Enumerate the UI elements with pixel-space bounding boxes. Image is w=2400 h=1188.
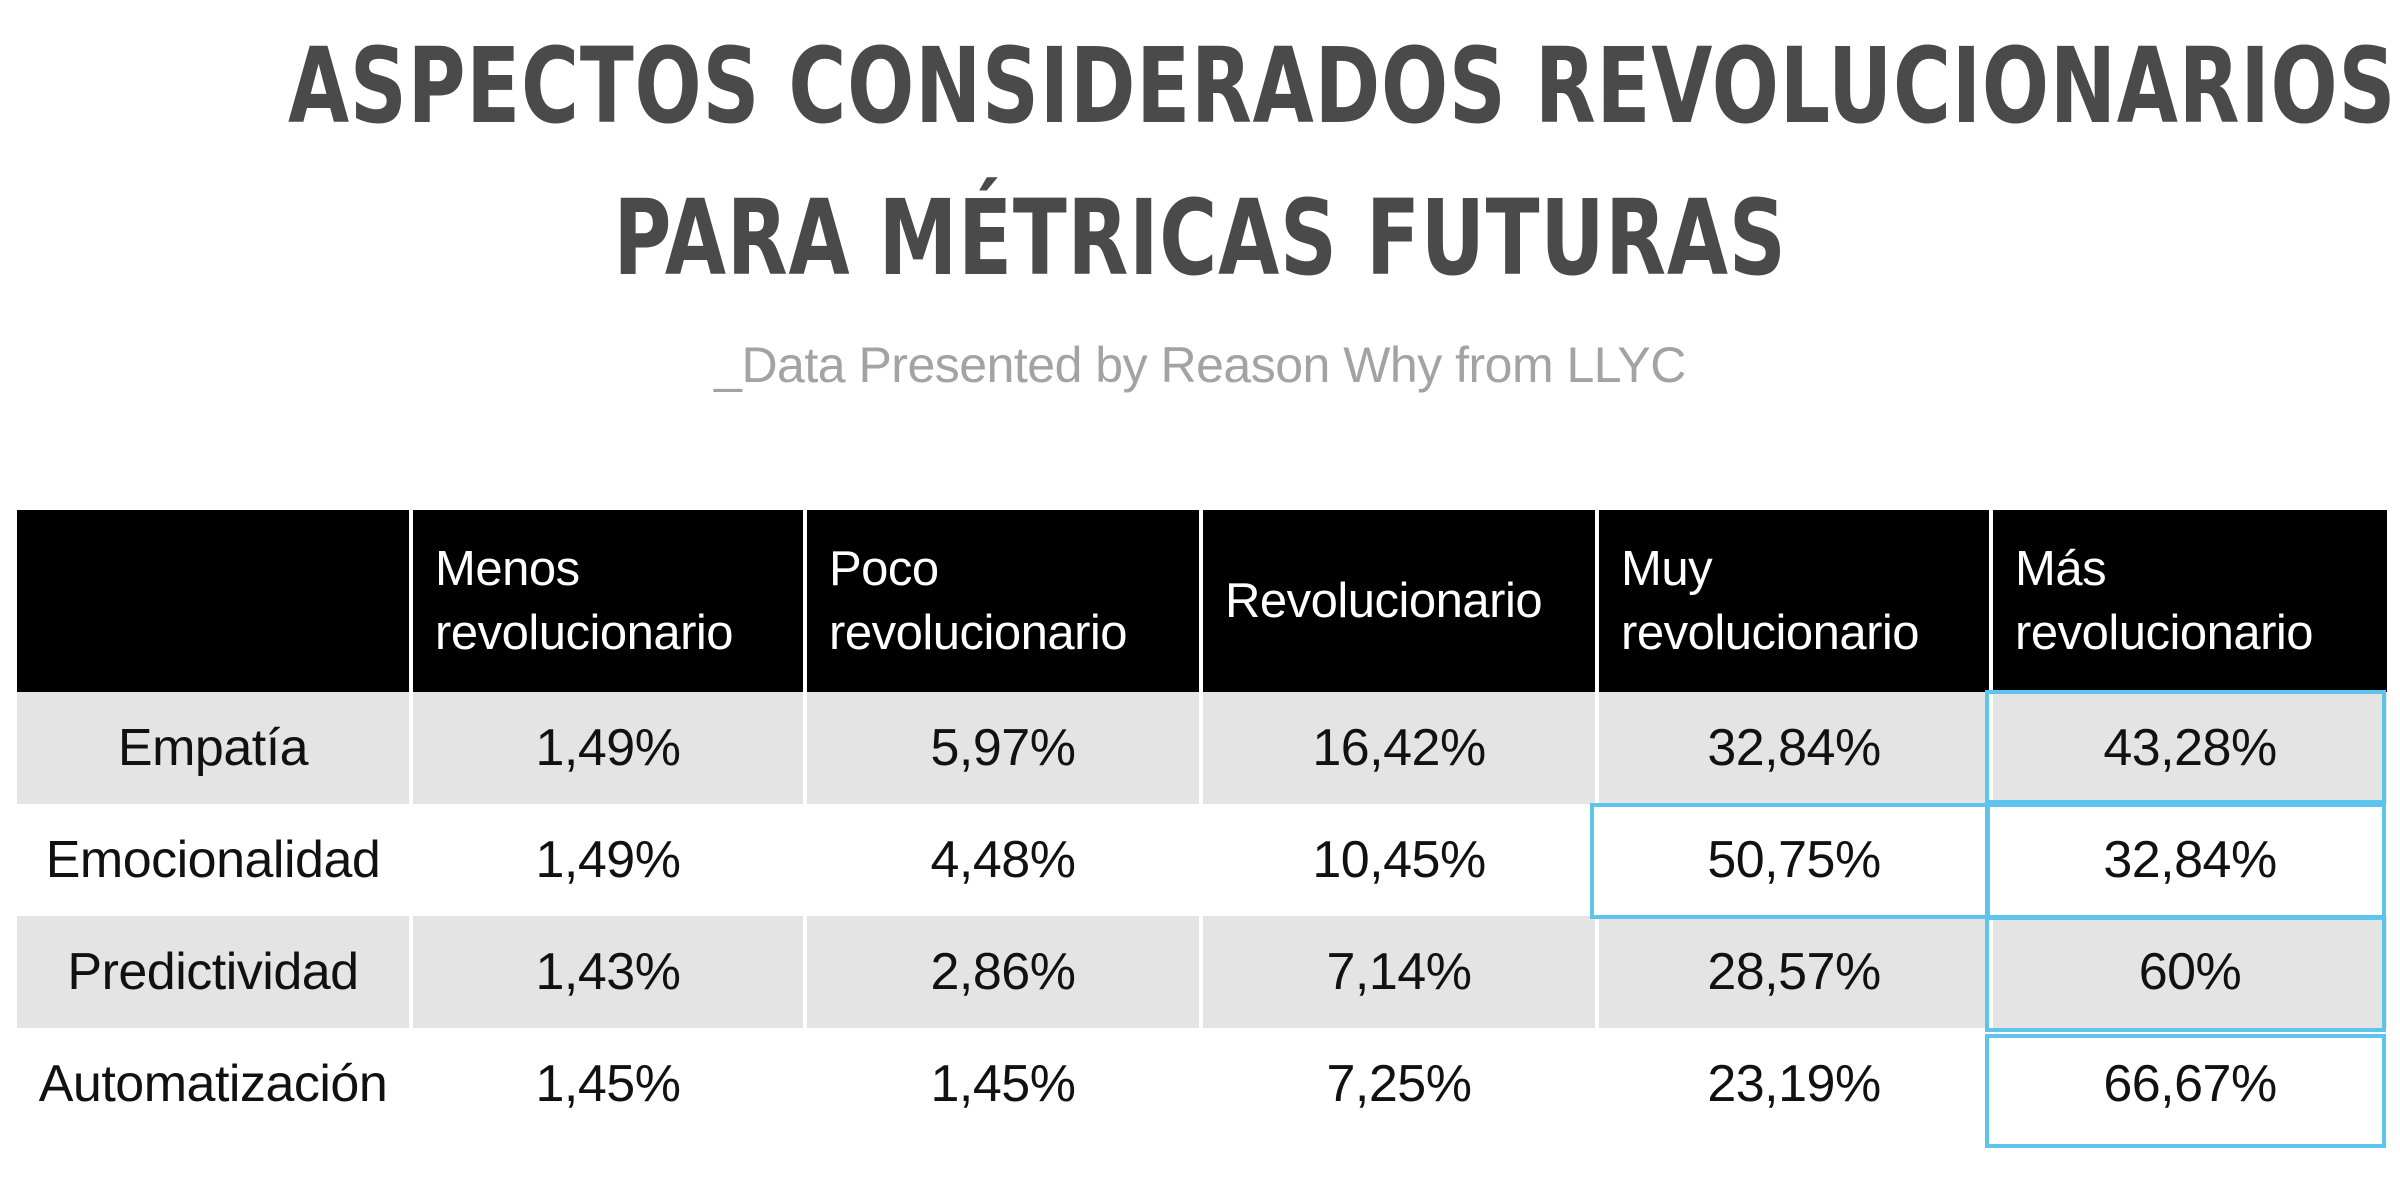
chart-subtitle: _Data Presented by Reason Why from LLYC: [714, 337, 1686, 393]
table-cell: 66,67%: [1989, 1028, 2387, 1140]
table-cell: 23,19%: [1595, 1028, 1989, 1140]
data-table: Menos revolucionario Poco revolucionario…: [17, 510, 2387, 1140]
table-cell: 32,84%: [1595, 692, 1989, 804]
chart-title-line-2: PARA MÉTRICAS FUTURAS: [613, 177, 1787, 299]
highlight-frame-emocionalidad-mas: [1985, 803, 2386, 919]
table-cell: 5,97%: [803, 692, 1199, 804]
row-label: Empatía: [17, 692, 409, 804]
table-cell: 16,42%: [1199, 692, 1595, 804]
header-cell-revolucionario: Revolucionario: [1199, 510, 1595, 692]
row-label: Predictividad: [17, 916, 409, 1028]
chart-title: ASPECTOS CONSIDERADOS REVOLUCIONARIOS PA…: [288, 10, 2397, 314]
row-label: Emocionalidad: [45, 831, 381, 889]
header-cell-poco-revolucionario: Poco revolucionario: [803, 510, 1199, 692]
table-cell: 1,45%: [409, 1028, 803, 1140]
table-cell: 1,49%: [409, 804, 803, 916]
table-row-emocionalidad: Emocionalidad 1,49% 4,48% 10,45% 50,75% …: [17, 804, 2387, 916]
chart-title-line-1: ASPECTOS CONSIDERADOS REVOLUCIONARIOS: [288, 25, 2397, 147]
table-cell: 28,57%: [1595, 916, 1989, 1028]
table-cell: 2,86%: [803, 916, 1199, 1028]
table-cell: 1,45%: [803, 1028, 1199, 1140]
table-header-row: Menos revolucionario Poco revolucionario…: [17, 510, 2387, 692]
highlight-frame-empatia-mas: [1985, 690, 2386, 804]
table-cell: 50,75%: [1595, 804, 1989, 916]
table-row-automatizacion: Automatización 1,45% 1,45% 7,25% 23,19% …: [17, 1028, 2387, 1140]
table-cell: 60%: [1989, 916, 2387, 1028]
table-row-empatia: Empatía 1,49% 5,97% 16,42% 32,84% 43,28%: [17, 692, 2387, 804]
header-cell-empty: [17, 510, 409, 692]
table-cell: 7,25%: [1199, 1028, 1595, 1140]
table-row-predictividad: Predictividad 1,43% 2,86% 7,14% 28,57% 6…: [17, 916, 2387, 1028]
highlight-frame-emocionalidad-muy: [1590, 803, 1990, 919]
row-label: Automatización: [38, 1055, 388, 1113]
table-cell: 1,43%: [409, 916, 803, 1028]
table-cell: 4,48%: [803, 804, 1199, 916]
header-cell-menos-revolucionario: Menos revolucionario: [409, 510, 803, 692]
table-cell: 7,14%: [1199, 916, 1595, 1028]
highlight-frame-predictividad-mas: [1985, 916, 2386, 1032]
header-cell-muy-revolucionario: Muy revolucionario: [1595, 510, 1989, 692]
table-cell: 1,49%: [409, 692, 803, 804]
header-cell-mas-revolucionario: Más revolucionario: [1989, 510, 2387, 692]
highlight-frame-automatizacion-mas: [1985, 1034, 2386, 1148]
table-cell: 32,84%: [1989, 804, 2387, 916]
table-cell: 10,45%: [1199, 804, 1595, 916]
table-cell: 43,28%: [1989, 692, 2387, 804]
